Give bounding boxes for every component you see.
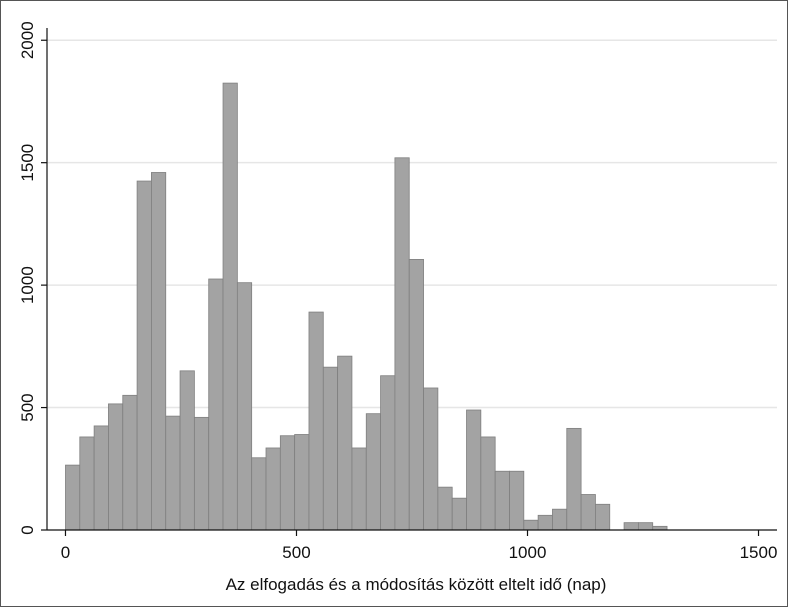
x-tick-label-3: 1500 — [740, 543, 778, 562]
bar-2 — [93, 425, 109, 531]
bar-4 — [122, 394, 138, 531]
bar-30 — [494, 470, 510, 531]
bar-3 — [108, 403, 124, 531]
bar-28 — [466, 409, 482, 531]
bar-39 — [623, 522, 639, 531]
y-tick-label-1: 500 — [18, 393, 37, 421]
bar-11 — [222, 82, 238, 531]
bar-16 — [294, 434, 310, 531]
bar-23 — [394, 157, 410, 531]
bar-27 — [451, 497, 467, 531]
bar-25 — [423, 387, 439, 531]
bar-0 — [65, 464, 81, 531]
bar-24 — [408, 259, 424, 531]
bar-36 — [580, 494, 596, 531]
bar-32 — [523, 519, 539, 531]
bar-9 — [193, 416, 210, 531]
bar-19 — [337, 355, 353, 531]
bar-15 — [279, 435, 296, 531]
bar-21 — [365, 413, 381, 531]
x-tick-label-1: 500 — [282, 543, 310, 562]
bar-26 — [437, 486, 453, 531]
x-axis-ticks: 0 500 1000 1500 — [61, 530, 778, 562]
bar-20 — [351, 447, 367, 531]
bar-37 — [595, 503, 611, 531]
bar-8 — [179, 370, 195, 531]
x-tick-label-0: 0 — [61, 543, 70, 562]
bar-22 — [380, 375, 396, 531]
y-tick-label-2: 1000 — [18, 266, 37, 304]
bar-13 — [251, 457, 267, 531]
bar-29 — [480, 436, 496, 531]
bar-7 — [165, 415, 181, 531]
y-tick-label-3: 1500 — [18, 144, 37, 182]
bar-34 — [552, 508, 568, 531]
bar-35 — [566, 427, 582, 531]
bar-17 — [308, 311, 324, 531]
bars — [65, 82, 668, 531]
y-axis-ticks: 0 500 1000 1500 2000 — [18, 21, 47, 535]
bar-31 — [509, 470, 525, 531]
x-axis-label: Az elfogadás és a módosítás között eltel… — [226, 575, 607, 594]
bar-14 — [265, 447, 281, 531]
bar-18 — [322, 366, 339, 531]
x-tick-label-2: 1000 — [509, 543, 547, 562]
y-tick-label-0: 0 — [18, 525, 37, 534]
bar-5 — [136, 180, 152, 531]
bar-33 — [537, 514, 553, 531]
bar-10 — [208, 278, 224, 531]
bar-40 — [637, 522, 654, 531]
y-tick-label-4: 2000 — [18, 21, 37, 59]
bar-6 — [151, 172, 167, 531]
bar-1 — [79, 436, 95, 531]
bar-12 — [236, 282, 253, 531]
